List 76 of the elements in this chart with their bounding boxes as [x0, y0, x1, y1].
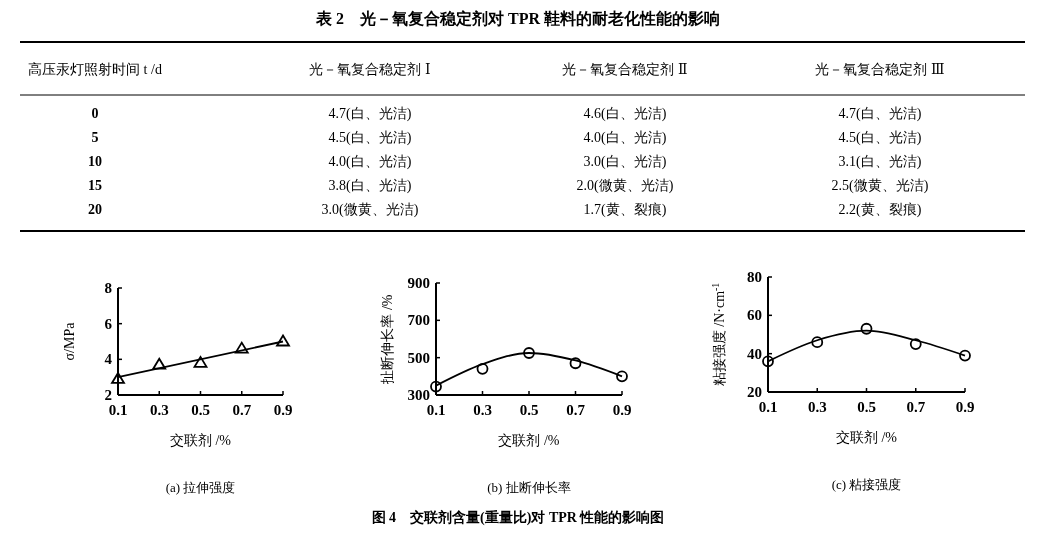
x-tick-label: 光－氧复合稳定剂 Ⅱ: [562, 62, 688, 77]
y-axis-title: 高压汞灯照射时间 t /d: [28, 62, 162, 77]
data-label: 3.1(白、光洁): [838, 154, 922, 170]
y-tick-label: 80: [747, 269, 762, 285]
point: [476, 362, 489, 375]
data-label: 2.0(微黄、光洁): [576, 178, 674, 194]
x-tick-label: 0.3: [473, 402, 492, 418]
point: [193, 356, 208, 368]
x-axis-title: 交联剂 /%: [835, 430, 898, 445]
data-label: 1.7(黄、裂痕): [583, 202, 667, 218]
x-tick-label: 0.1: [108, 402, 128, 418]
data-label: 3.8(白、光洁): [328, 178, 412, 194]
point: [111, 372, 125, 384]
y-tick-label: 40: [747, 345, 762, 362]
y-tick-label: 2: [104, 387, 112, 403]
data-label: 4.5(白、光洁): [328, 130, 412, 146]
x-tick-label: 0.7: [906, 399, 926, 415]
y-tick-label: 0: [91, 106, 99, 121]
x-tick-label: 0.9: [612, 402, 632, 418]
point: [762, 355, 774, 368]
data-label: 4.6(白、光洁): [583, 106, 667, 122]
y-axis-title: 扯断伸长率 /%: [380, 294, 395, 385]
x-tick-label: 0.5: [519, 402, 539, 418]
y-tick-label: 15: [88, 178, 102, 193]
y-tick-label: 20: [747, 384, 762, 400]
data-label: 2.2(黄、裂痕): [838, 202, 922, 218]
point: [152, 357, 167, 370]
x-tick-label: 0.5: [191, 402, 210, 418]
x-tick-label: 0.7: [566, 402, 586, 418]
point: [234, 341, 249, 354]
text: (a) 拉伸强度: [165, 480, 236, 495]
y-tick-label: 6: [104, 315, 113, 332]
y-tick-label: 60: [747, 307, 762, 324]
y-axis-title: σ/MPa: [62, 321, 77, 361]
data-label: 4.7(白、光洁): [328, 106, 412, 122]
y-tick-label: 900: [407, 275, 430, 291]
x-tick-label: 0.1: [426, 402, 446, 418]
x-tick-label: 光－氧复合稳定剂 Ⅰ: [309, 62, 431, 77]
point: [909, 338, 922, 350]
data-label: 4.0(白、光洁): [328, 154, 412, 170]
x-tick-label: 0.5: [857, 399, 876, 415]
x-axis-title: 交联剂 /%: [169, 433, 232, 448]
data-label: 3.0(白、光洁): [583, 154, 667, 170]
y-tick-label: 10: [88, 154, 102, 169]
chart-title: 表 2 光－氧复合稳定剂对 TPR 鞋料的耐老化性能的影响: [315, 9, 720, 27]
point: [276, 334, 290, 347]
text: (b) 扯断伸长率: [487, 480, 571, 495]
y-tick-label: 4: [104, 351, 113, 368]
x-tick-label: 0.9: [273, 402, 293, 418]
y-tick-label: 500: [407, 349, 430, 366]
x-tick-label: 0.3: [149, 402, 169, 418]
data-label: 2.5(微黄、光洁): [831, 178, 929, 194]
x-tick-label: 0.9: [955, 399, 975, 415]
x-tick-label: 光－氧复合稳定剂 Ⅲ: [815, 62, 945, 77]
data-label: 4.5(白、光洁): [838, 130, 922, 146]
x-axis-title: 交联剂 /%: [498, 433, 560, 448]
data-label: 3.0(微黄、光洁): [321, 202, 419, 218]
text: (c) 粘接强度: [831, 477, 902, 492]
y-tick-label: 8: [104, 280, 112, 296]
y-tick-label: 300: [407, 387, 430, 403]
x-tick-label: 0.3: [807, 399, 827, 415]
point: [959, 349, 971, 362]
point: [523, 347, 535, 359]
x-tick-label: 0.1: [758, 399, 778, 415]
data-label: 4.7(白、光洁): [838, 106, 922, 122]
data-label: 4.0(白、光洁): [583, 130, 667, 146]
point: [430, 380, 442, 393]
point: [860, 322, 873, 335]
y-tick-label: 5: [91, 130, 99, 145]
y-tick-label: 20: [88, 202, 102, 217]
y-tick-label: 700: [407, 312, 430, 329]
point: [616, 370, 628, 383]
point: [811, 336, 824, 349]
point: [569, 357, 582, 370]
caption: 图 4 交联剂含量(重量比)对 TPR 性能的影响图: [371, 509, 665, 526]
x-tick-label: 0.7: [232, 402, 252, 418]
